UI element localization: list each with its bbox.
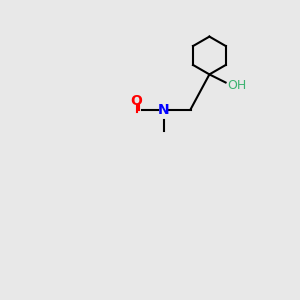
Text: O: O (130, 94, 142, 108)
Text: N: N (158, 103, 169, 116)
Text: OH: OH (227, 79, 246, 92)
